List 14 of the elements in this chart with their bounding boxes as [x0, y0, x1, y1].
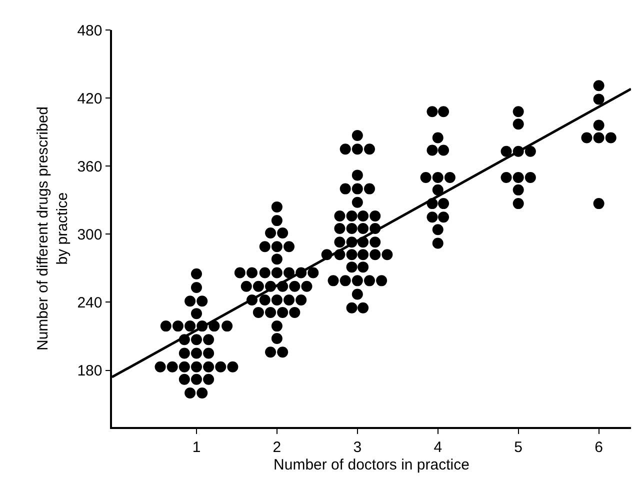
y-axis-title: Number of different drugs prescribed by practice: [34, 106, 71, 351]
y-tick-label: 300: [77, 226, 102, 244]
y-tick-label: 240: [77, 294, 102, 312]
x-tick-label: 1: [192, 438, 201, 456]
x-tick-label: 6: [594, 438, 603, 456]
x-tick-label: 2: [272, 438, 282, 456]
y-tick-label: 360: [77, 158, 102, 176]
x-axis-title: Number of doctors in practice: [274, 456, 470, 474]
y-tick-label: 480: [77, 22, 102, 40]
x-tick-label: 5: [514, 438, 523, 456]
x-tick-label: 3: [353, 438, 362, 456]
y-tick-label: 180: [77, 362, 102, 380]
y-tick-label: 420: [77, 90, 102, 108]
x-tick-label: 4: [434, 438, 442, 456]
